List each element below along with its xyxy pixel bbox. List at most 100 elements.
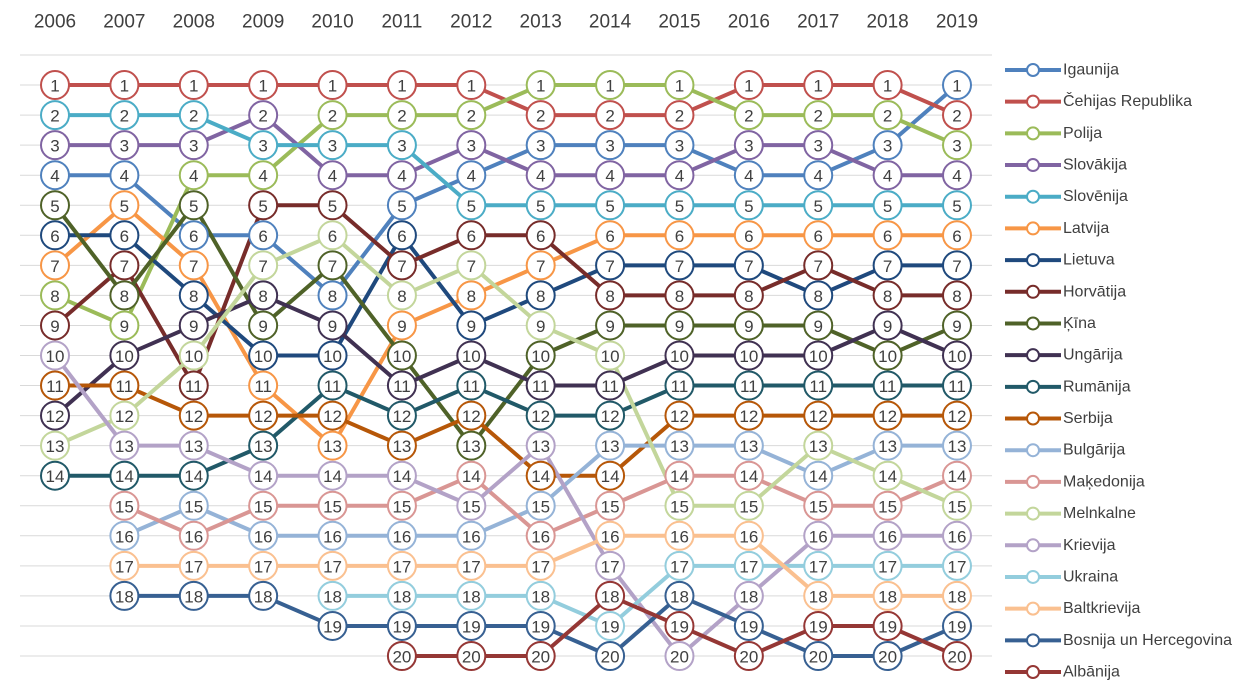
data-label: 13 xyxy=(115,437,134,456)
data-label: 11 xyxy=(393,377,411,396)
data-label: 13 xyxy=(601,437,620,456)
data-label: 1 xyxy=(536,77,545,96)
marker xyxy=(178,70,209,101)
marker xyxy=(248,550,279,581)
marker xyxy=(733,520,764,551)
marker xyxy=(178,520,209,551)
data-label: 9 xyxy=(744,317,753,336)
marker xyxy=(525,580,556,611)
marker xyxy=(317,310,348,341)
data-label: 18 xyxy=(392,587,411,606)
marker xyxy=(109,340,140,371)
data-label: 7 xyxy=(328,257,337,276)
legend-label: Ķīna xyxy=(1063,315,1096,332)
data-label: 2 xyxy=(675,107,684,126)
data-label: 12 xyxy=(462,407,481,426)
marker xyxy=(525,400,556,431)
x-tick-label: 2012 xyxy=(450,12,492,33)
marker xyxy=(178,310,209,341)
data-label: 9 xyxy=(952,317,961,336)
marker xyxy=(872,220,903,251)
data-label: 5 xyxy=(120,197,129,216)
marker xyxy=(872,460,903,491)
data-label: 4 xyxy=(467,167,476,186)
legend-label: Maķedonija xyxy=(1063,473,1145,490)
marker xyxy=(942,430,972,461)
data-label: 3 xyxy=(744,137,753,156)
data-label: 15 xyxy=(948,497,967,516)
data-label: 4 xyxy=(50,167,59,186)
marker xyxy=(386,520,417,551)
marker xyxy=(733,610,764,641)
data-label: 15 xyxy=(809,497,828,516)
marker xyxy=(40,220,70,251)
marker xyxy=(386,460,417,491)
data-label: 4 xyxy=(328,167,337,186)
data-label: 12 xyxy=(878,407,897,426)
data-label: 15 xyxy=(115,497,134,516)
data-label: 4 xyxy=(605,167,614,186)
legend-label: Albānija xyxy=(1063,664,1120,680)
marker xyxy=(109,190,140,221)
marker xyxy=(872,190,903,221)
marker xyxy=(386,550,417,581)
marker xyxy=(317,130,348,161)
marker xyxy=(456,340,487,371)
data-label: 19 xyxy=(878,617,897,636)
data-label: 9 xyxy=(189,317,198,336)
marker xyxy=(942,490,972,521)
marker xyxy=(456,370,487,401)
legend-marker xyxy=(1026,94,1040,109)
data-label: 2 xyxy=(120,107,129,126)
marker xyxy=(525,250,556,281)
marker xyxy=(595,520,626,551)
data-label: 3 xyxy=(258,137,267,156)
data-label: 7 xyxy=(50,257,59,276)
x-axis: 2006 2007 2008 2009 2010 2011 2012 2013 2014 2015… xyxy=(34,12,978,33)
data-label: 14 xyxy=(184,467,203,486)
data-label: 10 xyxy=(323,347,342,366)
data-label: 17 xyxy=(601,557,620,576)
marker xyxy=(248,250,279,281)
marker xyxy=(178,550,209,581)
marker xyxy=(109,70,140,101)
data-label: 10 xyxy=(601,347,620,366)
marker xyxy=(733,460,764,491)
marker xyxy=(595,550,626,581)
marker xyxy=(595,250,626,281)
marker xyxy=(803,460,834,491)
data-label: 8 xyxy=(952,287,961,306)
data-label: 20 xyxy=(601,648,620,667)
marker xyxy=(595,610,626,641)
data-label: 16 xyxy=(809,527,828,546)
data-label: 6 xyxy=(605,227,614,246)
data-label: 13 xyxy=(531,437,550,456)
x-tick-label: 2016 xyxy=(728,12,770,33)
data-label: 15 xyxy=(462,497,481,516)
data-label: 1 xyxy=(328,77,337,96)
marker xyxy=(317,460,348,491)
data-label: 7 xyxy=(467,257,476,276)
data-label: 3 xyxy=(467,137,476,156)
marker xyxy=(525,160,556,191)
marker xyxy=(386,490,417,521)
marker xyxy=(664,160,695,191)
data-label: 13 xyxy=(739,437,758,456)
legend-marker xyxy=(1026,601,1040,616)
data-label: 4 xyxy=(744,167,753,186)
data-label: 17 xyxy=(531,557,550,576)
data-label: 17 xyxy=(392,557,411,576)
marker xyxy=(525,130,556,161)
marker xyxy=(456,130,487,161)
data-label: 16 xyxy=(115,527,134,546)
marker xyxy=(733,550,764,581)
marker xyxy=(664,310,695,341)
marker xyxy=(942,190,972,221)
marker xyxy=(40,460,70,491)
marker xyxy=(664,280,695,311)
marker xyxy=(248,580,279,611)
data-label: 7 xyxy=(744,257,753,276)
marker xyxy=(456,610,487,641)
data-label: 2 xyxy=(744,107,753,126)
